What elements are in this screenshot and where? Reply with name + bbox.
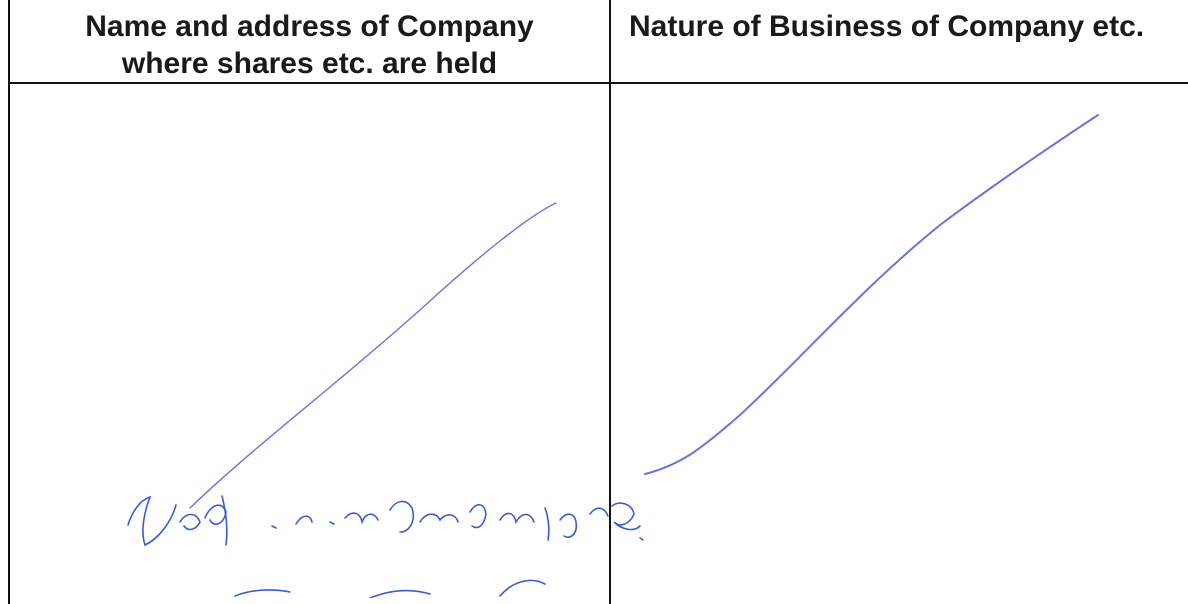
strike-line-right bbox=[644, 114, 1099, 475]
header-rule bbox=[8, 82, 1188, 84]
column-divider bbox=[609, 0, 611, 604]
header-left-line1: Name and address of Company bbox=[85, 10, 534, 43]
strike-line-left bbox=[189, 202, 557, 509]
header-left-line2: where shares etc. are held bbox=[121, 47, 498, 80]
header-right-label: Nature of Business of Company etc. bbox=[629, 10, 1145, 43]
header-company-name-address: Name and address of Company where shares… bbox=[10, 8, 609, 82]
form-table bbox=[8, 0, 1188, 604]
header-nature-of-business: Nature of Business of Company etc. bbox=[611, 8, 1188, 45]
handwritten-scribble bbox=[127, 495, 644, 598]
